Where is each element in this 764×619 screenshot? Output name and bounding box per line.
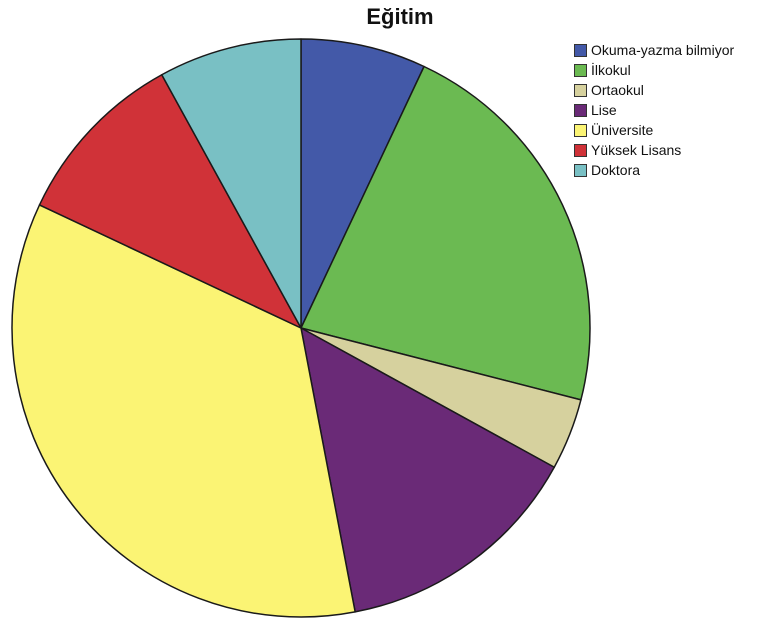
legend-swatch-1 [574,63,587,77]
legend-label-4: Üniversite [591,122,654,138]
chart-legend: Okuma-yazma bilmiyor İlkokul Ortaokul Lise Ü… [574,40,734,180]
legend-item-4: Üniversite [574,120,734,140]
legend-label-6: Doktora [591,162,641,178]
legend-label-2: Ortaokul [591,82,644,98]
pie-slice-1 [300,65,591,401]
legend-item-5: Yüksek Lisans [574,140,734,160]
legend-item-1: İlkokul [574,60,734,80]
legend-label-1: İlkokul [591,62,631,78]
chart-title: Eğitim [366,4,434,29]
legend-item-0: Okuma-yazma bilmiyor [574,40,734,60]
pie-slice-0 [300,38,425,329]
legend-label-5: Yüksek Lisans [591,142,682,158]
legend-item-3: Lise [574,100,734,120]
pie-slice-3 [300,327,555,613]
legend-swatch-6 [574,163,587,177]
legend-item-2: Ortaokul [574,80,734,100]
legend-swatch-0 [574,43,587,57]
legend-item-6: Doktora [574,160,734,180]
legend-swatch-5 [574,143,587,157]
legend-swatch-3 [574,103,587,117]
pie-slice-6 [161,38,302,329]
pie-slice-5 [38,74,302,329]
legend-swatch-4 [574,123,587,137]
pie-slice-4 [11,204,356,618]
legend-label-0: Okuma-yazma bilmiyor [591,42,735,58]
legend-label-3: Lise [591,102,617,118]
legend-swatch-2 [574,83,587,97]
